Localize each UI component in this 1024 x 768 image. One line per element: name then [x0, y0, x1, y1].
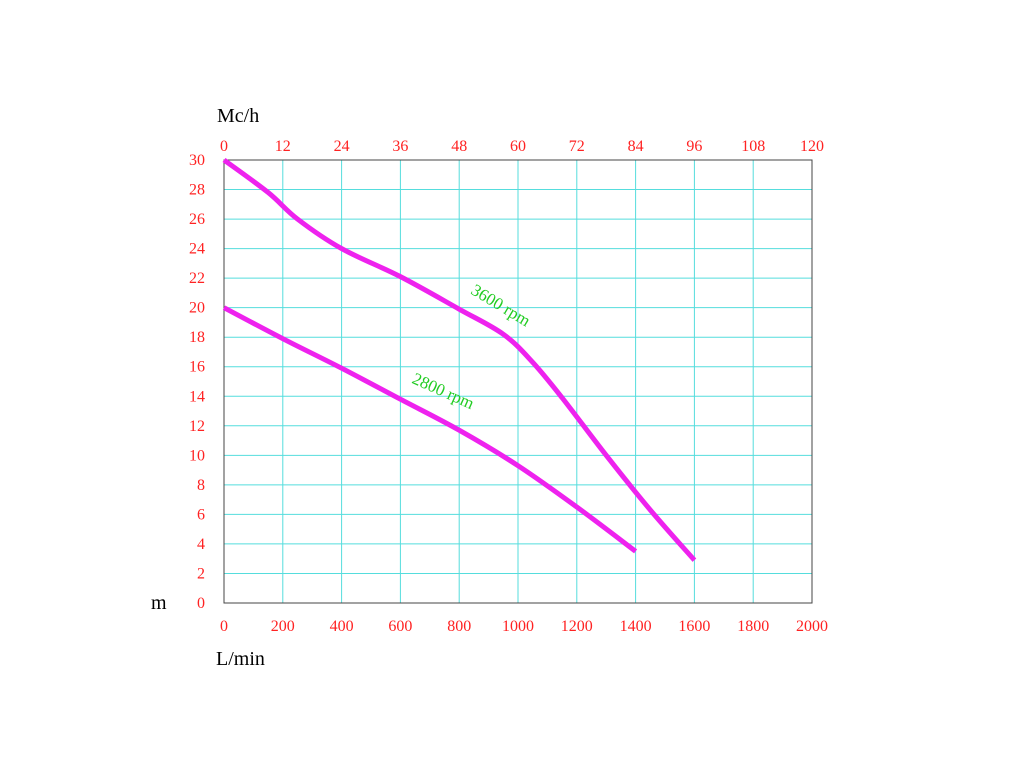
- y-tick-label: 14: [189, 388, 205, 405]
- x-axis-ticks: 0 200 400 600 800 1000 1200 1400 1600 1800 2000: [220, 618, 828, 635]
- series-line-3600-rpm: [222, 157, 697, 562]
- y-tick-label: 22: [189, 270, 205, 287]
- y-tick-label: 0: [197, 595, 205, 612]
- top-axis-ticks: 0 12 24 36 48 60 72 84 96 108 120: [220, 138, 824, 155]
- top-tick-label: 12: [275, 138, 291, 155]
- y-axis-unit-label: m: [151, 592, 167, 614]
- x-tick-label: 1000: [502, 618, 534, 635]
- plot-frame: [223, 159, 813, 604]
- y-tick-label: 18: [189, 329, 205, 346]
- top-tick-label: 48: [451, 138, 467, 155]
- series-line-2800-rpm: [222, 305, 638, 554]
- x-tick-label: 1400: [620, 618, 652, 635]
- x-tick-label: 400: [330, 618, 354, 635]
- top-tick-label: 84: [628, 138, 644, 155]
- y-tick-label: 12: [189, 418, 205, 435]
- y-tick-label: 2: [197, 565, 205, 582]
- top-tick-label: 0: [220, 138, 228, 155]
- x-tick-label: 1800: [737, 618, 769, 635]
- top-tick-label: 36: [392, 138, 408, 155]
- y-tick-label: 26: [189, 211, 205, 228]
- top-axis-unit-label: Mc/h: [217, 105, 259, 127]
- y-tick-label: 8: [197, 477, 205, 494]
- y-tick-label: 4: [197, 536, 205, 553]
- y-tick-label: 16: [189, 359, 205, 376]
- y-tick-label: 6: [197, 506, 205, 523]
- curve-label: 3600 rpm: [468, 280, 534, 330]
- y-tick-label: 24: [189, 241, 205, 258]
- x-axis-unit-label: L/min: [216, 648, 265, 670]
- x-tick-label: 1200: [561, 618, 593, 635]
- x-tick-label: 800: [447, 618, 471, 635]
- x-tick-label: 200: [271, 618, 295, 635]
- x-tick-label: 1600: [678, 618, 710, 635]
- top-tick-label: 120: [800, 138, 824, 155]
- y-tick-label: 30: [189, 152, 205, 169]
- y-tick-label: 10: [189, 447, 205, 464]
- y-tick-label: 28: [189, 182, 205, 199]
- grid: [223, 159, 813, 604]
- curves: [222, 157, 697, 562]
- x-tick-label: 600: [388, 618, 412, 635]
- top-tick-label: 96: [686, 138, 702, 155]
- top-tick-label: 72: [569, 138, 585, 155]
- y-tick-label: 20: [189, 300, 205, 317]
- top-tick-label: 108: [741, 138, 765, 155]
- x-tick-label: 2000: [796, 618, 828, 635]
- x-tick-label: 0: [220, 618, 228, 635]
- top-tick-label: 24: [334, 138, 350, 155]
- top-tick-label: 60: [510, 138, 526, 155]
